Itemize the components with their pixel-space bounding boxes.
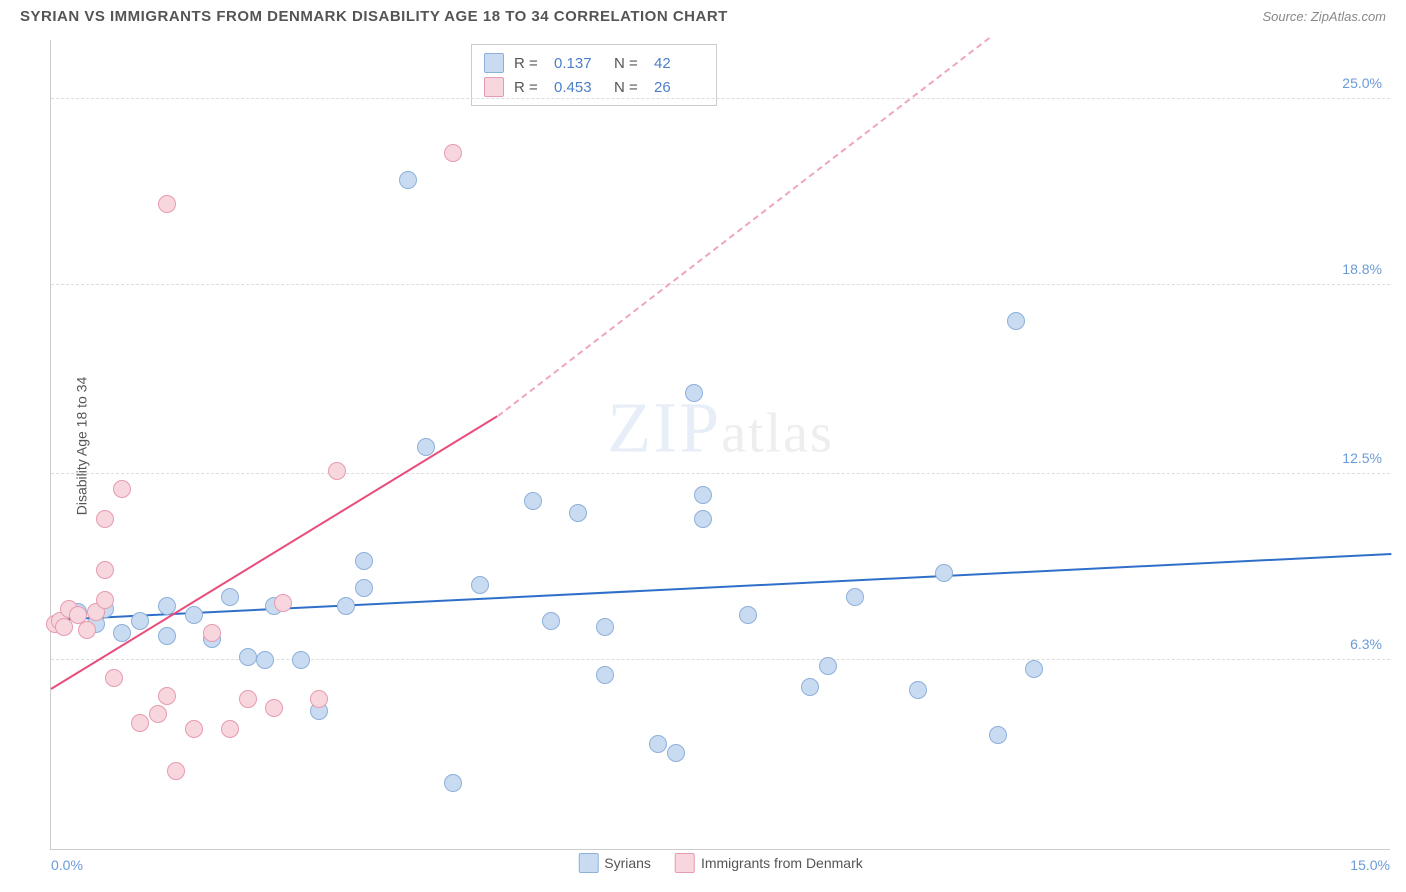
gridline [51,98,1390,99]
data-point [417,438,435,456]
data-point [989,726,1007,744]
x-tick-label: 15.0% [1350,857,1390,873]
stats-n-label: N = [614,55,644,72]
legend-swatch [484,53,504,73]
stats-r-value: 0.137 [554,55,604,72]
source-label: Source: ZipAtlas.com [1262,9,1386,24]
data-point [292,651,310,669]
data-point [935,564,953,582]
data-point [131,612,149,630]
stats-r-label: R = [514,79,544,96]
data-point [221,720,239,738]
data-point [310,690,328,708]
data-point [167,762,185,780]
data-point [596,618,614,636]
data-point [355,579,373,597]
data-point [569,504,587,522]
stats-n-value: 26 [654,79,704,96]
data-point [909,681,927,699]
trend-line [51,553,1391,621]
data-point [337,597,355,615]
data-point [96,510,114,528]
data-point [158,627,176,645]
data-point [158,597,176,615]
stats-r-label: R = [514,55,544,72]
stats-r-value: 0.453 [554,79,604,96]
data-point [649,735,667,753]
data-point [1007,312,1025,330]
data-point [739,606,757,624]
y-tick-label: 25.0% [1342,75,1382,91]
data-point [524,492,542,510]
data-point [158,195,176,213]
data-point [471,576,489,594]
data-point [667,744,685,762]
data-point [399,171,417,189]
stats-n-label: N = [614,79,644,96]
data-point [78,621,96,639]
data-point [239,648,257,666]
data-point [685,384,703,402]
stats-row: R = 0.137 N = 42 [484,51,704,75]
data-point [131,714,149,732]
data-point [203,624,221,642]
trend-line [50,415,498,690]
data-point [256,651,274,669]
data-point [694,486,712,504]
watermark: ZIPatlas [607,387,834,470]
data-point [1025,660,1043,678]
legend-label: Syrians [604,855,651,871]
legend-swatch [675,853,695,873]
legend-swatch [578,853,598,873]
data-point [185,606,203,624]
data-point [185,720,203,738]
data-point [819,657,837,675]
data-point [444,774,462,792]
data-point [355,552,373,570]
y-tick-label: 6.3% [1350,636,1382,652]
gridline [51,473,1390,474]
data-point [149,705,167,723]
x-tick-label: 0.0% [51,857,83,873]
data-point [113,480,131,498]
data-point [328,462,346,480]
y-tick-label: 12.5% [1342,450,1382,466]
stats-n-value: 42 [654,55,704,72]
data-point [96,561,114,579]
data-point [221,588,239,606]
data-point [113,624,131,642]
data-point [105,669,123,687]
stats-legend-box: R = 0.137 N = 42 R = 0.453 N = 26 [471,44,717,106]
y-tick-label: 18.8% [1342,261,1382,277]
gridline [51,284,1390,285]
data-point [274,594,292,612]
data-point [846,588,864,606]
data-point [444,144,462,162]
scatter-plot: ZIPatlas R =0.137N =42R =0.453N =26 Syri… [50,40,1390,850]
data-point [239,690,257,708]
bottom-legend: Syrians Immigrants from Denmark [578,853,863,873]
legend-item: Syrians [578,853,651,873]
data-point [801,678,819,696]
legend-item: Immigrants from Denmark [675,853,863,873]
data-point [694,510,712,528]
chart-title: SYRIAN VS IMMIGRANTS FROM DENMARK DISABI… [20,8,728,25]
data-point [596,666,614,684]
data-point [265,699,283,717]
data-point [96,591,114,609]
stats-row: R = 0.453 N = 26 [484,75,704,99]
data-point [158,687,176,705]
data-point [542,612,560,630]
legend-swatch [484,77,504,97]
legend-label: Immigrants from Denmark [701,855,863,871]
